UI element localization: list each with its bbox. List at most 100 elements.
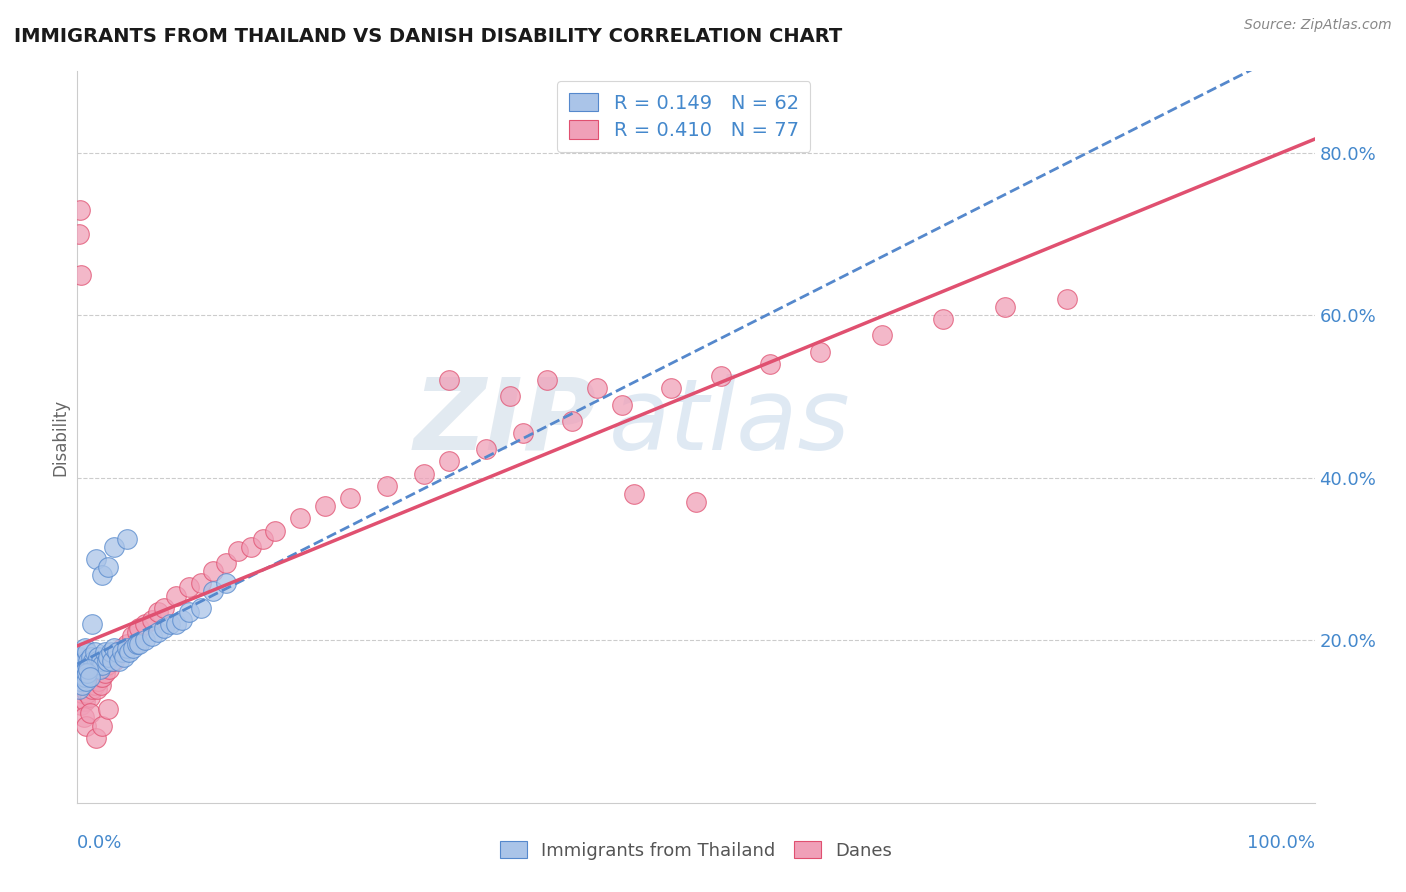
Point — [75, 673, 97, 688]
Point — [75, 718, 97, 732]
Point — [93, 645, 115, 659]
Point — [86, 681, 108, 696]
Point — [561, 414, 583, 428]
Point — [159, 617, 181, 632]
Point — [474, 442, 496, 457]
Point — [111, 645, 134, 659]
Point — [115, 532, 138, 546]
Point — [177, 581, 200, 595]
Point — [96, 654, 118, 668]
Text: ZIP: ZIP — [413, 374, 598, 471]
Point — [75, 681, 97, 696]
Point — [759, 357, 782, 371]
Point — [84, 657, 107, 672]
Point — [67, 662, 90, 676]
Point — [87, 673, 110, 688]
Point — [83, 645, 105, 659]
Point — [77, 673, 100, 688]
Point — [226, 544, 249, 558]
Point — [82, 681, 104, 696]
Point — [77, 654, 100, 668]
Point — [75, 662, 97, 676]
Point — [994, 300, 1017, 314]
Point — [72, 678, 94, 692]
Point — [586, 381, 609, 395]
Point — [146, 605, 169, 619]
Point — [91, 718, 114, 732]
Text: 100.0%: 100.0% — [1247, 834, 1315, 852]
Point — [72, 665, 94, 680]
Point — [125, 637, 148, 651]
Point — [141, 613, 163, 627]
Point — [710, 369, 733, 384]
Point — [67, 681, 90, 696]
Point — [83, 678, 105, 692]
Point — [190, 576, 212, 591]
Point — [79, 690, 101, 705]
Point — [73, 641, 96, 656]
Point — [84, 670, 107, 684]
Point — [375, 479, 398, 493]
Point — [67, 690, 90, 705]
Point — [128, 621, 150, 635]
Point — [69, 202, 91, 217]
Point — [98, 662, 121, 676]
Point — [115, 637, 138, 651]
Point — [87, 649, 110, 664]
Point — [870, 328, 893, 343]
Point — [76, 645, 98, 659]
Text: IMMIGRANTS FROM THAILAND VS DANISH DISABILITY CORRELATION CHART: IMMIGRANTS FROM THAILAND VS DANISH DISAB… — [14, 27, 842, 45]
Point — [84, 731, 107, 745]
Point — [97, 702, 120, 716]
Point — [932, 312, 955, 326]
Point — [153, 600, 176, 615]
Text: 0.0%: 0.0% — [77, 834, 122, 852]
Point — [77, 662, 100, 676]
Point — [89, 662, 111, 676]
Point — [70, 268, 93, 282]
Point — [84, 552, 107, 566]
Point — [339, 491, 361, 505]
Point — [89, 670, 111, 684]
Point — [79, 670, 101, 684]
Point — [685, 495, 707, 509]
Point — [103, 654, 125, 668]
Point — [215, 556, 238, 570]
Point — [80, 678, 103, 692]
Point — [91, 657, 114, 672]
Point — [73, 670, 96, 684]
Point — [264, 524, 287, 538]
Point — [70, 657, 93, 672]
Point — [122, 641, 145, 656]
Point — [100, 645, 122, 659]
Point — [72, 710, 94, 724]
Point — [134, 633, 156, 648]
Point — [115, 641, 138, 656]
Point — [202, 564, 225, 578]
Text: atlas: atlas — [609, 374, 851, 471]
Point — [97, 560, 120, 574]
Point — [134, 617, 156, 632]
Point — [91, 568, 114, 582]
Point — [107, 645, 129, 659]
Point — [314, 499, 336, 513]
Point — [112, 649, 135, 664]
Point — [165, 617, 187, 632]
Point — [512, 425, 534, 440]
Point — [69, 673, 91, 688]
Point — [536, 373, 558, 387]
Point — [97, 649, 120, 664]
Point — [153, 621, 176, 635]
Point — [72, 686, 94, 700]
Point — [76, 686, 98, 700]
Point — [141, 629, 163, 643]
Point — [146, 625, 169, 640]
Point — [437, 373, 460, 387]
Point — [91, 670, 114, 684]
Point — [67, 227, 90, 241]
Point — [108, 654, 131, 668]
Point — [437, 454, 460, 468]
Point — [101, 654, 124, 668]
Point — [111, 641, 134, 656]
Point — [103, 641, 125, 656]
